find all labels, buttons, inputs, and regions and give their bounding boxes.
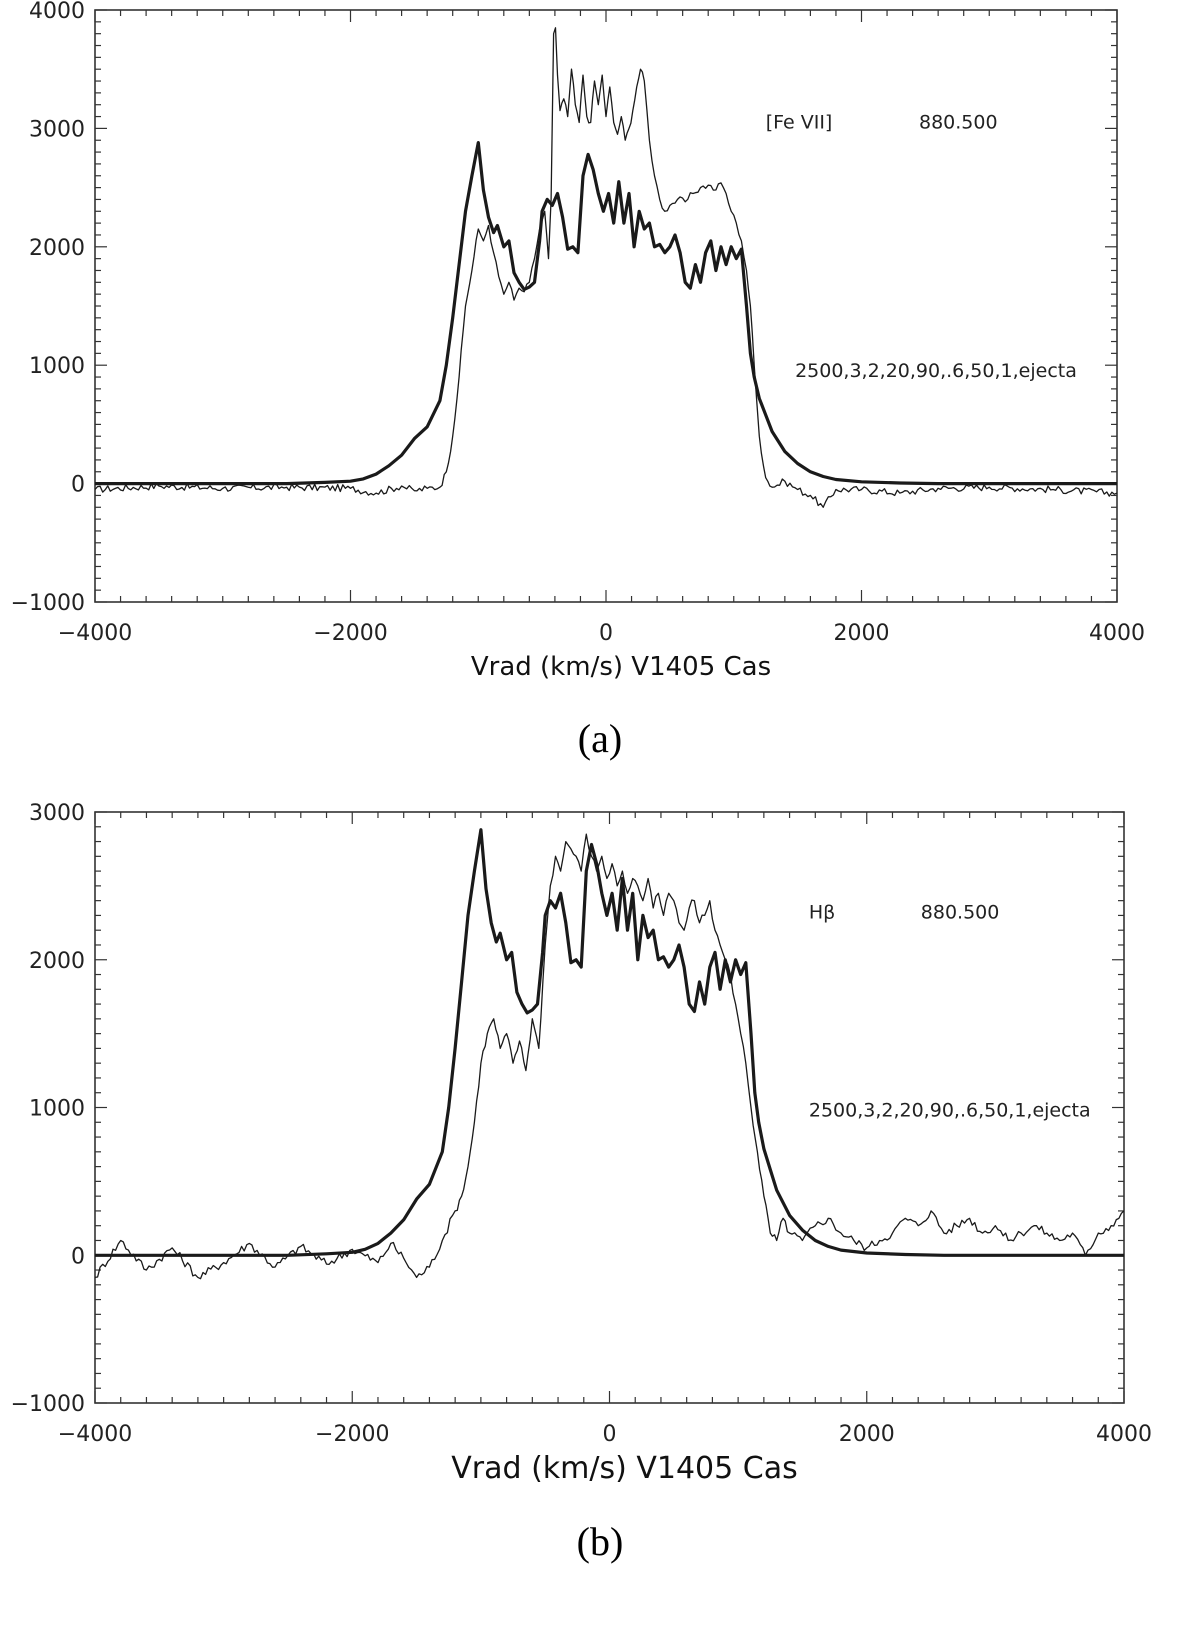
panel-b-y-tick-label: 1000: [29, 1097, 85, 1122]
panel-b: −4000 −2000 0 2000 4000 −1000 0 1000 2000 3000 Hβ…: [11, 801, 1152, 1564]
panel-a-series-model: [95, 141, 1117, 486]
panel-b-y-tick-label: 2000: [29, 949, 85, 974]
panel-b-plot: −4000 −2000 0 2000 4000 −1000 0 1000 2000 3000: [11, 801, 1152, 1447]
panel-b-y-tick-label: −1000: [11, 1392, 85, 1417]
panel-b-annotation-value: 880.500: [921, 901, 1000, 923]
panel-a-x-tick-label: 2000: [834, 621, 890, 646]
panel-a-y-tick-label: 1000: [29, 354, 85, 379]
panel-a-series-observed: [95, 27, 1117, 508]
panel-b-y-tick-label: 3000: [29, 801, 85, 826]
panel-a-x-tick-label: −2000: [313, 621, 387, 646]
panel-b-annotation-params: 2500,3,2,20,90,.6,50,1,ejecta: [809, 1099, 1091, 1121]
panel-a-annotation-params: 2500,3,2,20,90,.6,50,1,ejecta: [795, 360, 1077, 382]
panel-a-y-tick-label: −1000: [11, 591, 85, 616]
panel-b-y-tick-label: 0: [71, 1244, 85, 1269]
panel-b-series-observed: [95, 833, 1124, 1280]
panel-b-x-tick-label: 4000: [1096, 1422, 1152, 1447]
panel-a-y-tick-label: 2000: [29, 236, 85, 261]
panel-b-x-tick-label: −2000: [315, 1422, 389, 1447]
panel-a-x-tick-label: −4000: [58, 621, 132, 646]
panel-a-x-tick-label: 4000: [1089, 621, 1145, 646]
panel-b-series-model: [95, 828, 1124, 1257]
panel-a-caption: (a): [578, 716, 622, 761]
panel-b-annotation-line-name: Hβ: [809, 901, 835, 923]
panel-a-plot: −4000 −2000 0 2000 4000 −1000 0 1000 2000 3000 400…: [11, 0, 1145, 646]
panel-a-x-axis-title: Vrad (km/s) V1405 Cas: [471, 652, 771, 682]
panel-b-x-axis-title: Vrad (km/s) V1405 Cas: [451, 1451, 797, 1486]
panel-a-y-tick-label: 3000: [29, 117, 85, 142]
panel-a: −4000 −2000 0 2000 4000 −1000 0 1000 2000 3000 400…: [11, 0, 1145, 761]
panel-a-y-tick-label: 0: [71, 473, 85, 498]
panel-b-caption: (b): [577, 1519, 624, 1564]
panel-b-x-tick-label: −4000: [58, 1422, 132, 1447]
panel-a-annotation-line-name: [Fe VII]: [766, 111, 833, 133]
panel-a-x-tick-label: 0: [599, 621, 613, 646]
panel-a-y-tick-label: 4000: [29, 0, 85, 24]
panel-b-x-tick-label: 2000: [839, 1422, 895, 1447]
panel-a-annotation-value: 880.500: [919, 111, 998, 133]
panel-b-x-tick-label: 0: [603, 1422, 617, 1447]
